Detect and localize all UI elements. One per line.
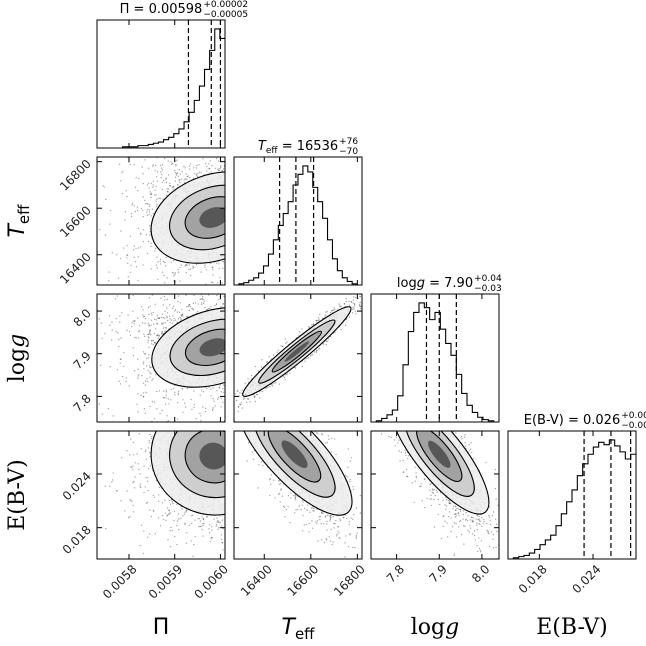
density-contour xyxy=(267,431,322,483)
svg-text:Teff = 16536: Teff = 16536 xyxy=(258,139,338,156)
histogram-parallax xyxy=(97,28,225,148)
density-panel-parallax-teff xyxy=(96,156,226,286)
err-plus: +0.003 xyxy=(621,411,646,421)
hist-title-teff: Teff = 16536 +76−70 xyxy=(258,137,358,157)
svg-text:E(B-V) = 0.026: E(B-V) = 0.026 xyxy=(524,413,620,428)
panel-frame xyxy=(370,293,500,423)
x-tick-label: 16400 xyxy=(238,562,275,599)
density-contour xyxy=(184,196,225,239)
err-minus: −0.03 xyxy=(474,284,502,294)
density-panel-teff-ebv xyxy=(233,430,363,560)
panel-frame xyxy=(96,156,226,286)
x-tick-label: 16600 xyxy=(285,562,322,599)
density-contour xyxy=(271,330,322,373)
y-tick-label: 7.9 xyxy=(71,349,94,372)
panel-frame xyxy=(233,293,363,423)
x-tick-label: 0.024 xyxy=(569,562,603,596)
density-contour xyxy=(169,431,225,499)
err-plus: +76 xyxy=(339,137,358,147)
x-tick-label: 0.0059 xyxy=(146,562,186,602)
panel-frame xyxy=(96,293,226,423)
density-contour xyxy=(242,306,352,397)
density-contour xyxy=(403,431,475,497)
err-plus: +0.04 xyxy=(474,274,502,284)
density-panel-logg-ebv xyxy=(370,430,500,560)
panel-frame xyxy=(507,430,637,560)
histogram-logg xyxy=(371,302,499,422)
hist-panel-ebv: E(B-V) = 0.026+0.003−0.003 xyxy=(507,411,646,560)
density-contour xyxy=(236,431,353,516)
density-contour xyxy=(253,431,336,498)
histogram-teff xyxy=(234,165,362,285)
density-contour xyxy=(184,431,225,484)
density-contour xyxy=(169,318,225,376)
hist-title-logg: logg = 7.90 +0.04−0.03 xyxy=(397,274,502,294)
x-axis-label-parallax: Π xyxy=(153,615,170,640)
y-tick-label: 8.0 xyxy=(71,306,94,329)
hist-panel-teff: Teff = 16536 +76−70 xyxy=(233,137,363,286)
err-minus: −0.00005 xyxy=(203,10,248,20)
y-axis-label-ebv: E(B-V) xyxy=(5,459,30,531)
x-tick-label: 16800 xyxy=(331,562,368,599)
hist-title-parallax: Π = 0.00598 +0.00002−0.00005 xyxy=(120,0,248,20)
density-contour xyxy=(168,184,225,251)
y-tick-label: 16800 xyxy=(57,157,94,194)
x-tick-label: 7.8 xyxy=(384,562,407,585)
panel-frame xyxy=(96,430,226,560)
x-tick-label: 7.9 xyxy=(426,562,449,585)
y-tick-label: 7.8 xyxy=(71,391,94,414)
err-minus: −0.003 xyxy=(621,421,646,431)
density-contour xyxy=(389,431,490,515)
hist-panel-parallax: Π = 0.00598 +0.00002−0.00005 xyxy=(96,0,248,149)
density-panel-parallax-logg xyxy=(96,293,226,423)
density-contour xyxy=(150,431,225,516)
density-contour xyxy=(184,328,225,367)
y-axis-label-logg: logg xyxy=(5,334,30,382)
hist-panel-logg: logg = 7.90 +0.04−0.03 xyxy=(370,274,502,423)
y-tick-label: 16400 xyxy=(57,250,94,287)
hist-title-ebv: E(B-V) = 0.026+0.003−0.003 xyxy=(524,411,646,431)
y-tick-label: 16600 xyxy=(57,203,94,240)
x-tick-label: 8.0 xyxy=(469,562,492,585)
y-tick-label: 0.018 xyxy=(60,523,94,557)
x-axis-label-logg: logg xyxy=(411,615,459,640)
panel-frame xyxy=(233,156,363,286)
density-contour xyxy=(416,431,463,482)
svg-text:logg = 7.90: logg = 7.90 xyxy=(397,276,473,291)
density-panel-teff-logg xyxy=(233,293,363,423)
err-minus: −70 xyxy=(339,147,358,157)
x-tick-label: 0.018 xyxy=(516,562,550,596)
y-axis-label-teff: Teff xyxy=(5,204,33,238)
x-tick-label: 0.0058 xyxy=(100,562,140,602)
x-tick-label: 0.0060 xyxy=(191,562,231,602)
density-contour xyxy=(151,306,225,388)
panel-frame xyxy=(96,19,226,149)
panel-frame xyxy=(370,430,500,560)
err-plus: +0.00002 xyxy=(203,0,248,10)
x-axis-ebv: 0.018 0.024 xyxy=(516,431,604,596)
density-panel-parallax-ebv xyxy=(96,430,226,560)
x-axis-label-teff: Teff xyxy=(281,615,315,643)
density-contour xyxy=(150,171,225,264)
y-tick-label: 0.024 xyxy=(60,469,94,503)
x-axis-label-ebv: E(B-V) xyxy=(536,615,608,640)
histogram-ebv xyxy=(508,439,636,559)
panel-frame xyxy=(233,430,363,560)
density-contour xyxy=(258,319,336,384)
svg-text:Π = 0.00598: Π = 0.00598 xyxy=(120,2,203,17)
